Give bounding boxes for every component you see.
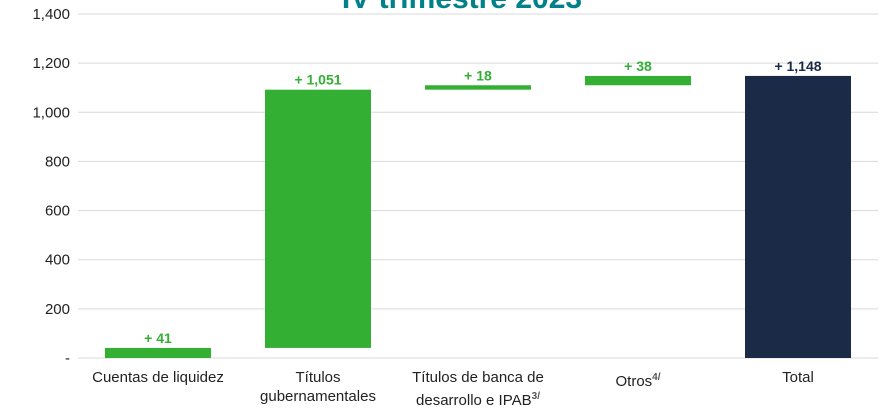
data-label: + 18 — [464, 67, 492, 83]
y-tick-label: - — [65, 350, 70, 367]
data-label: + 38 — [624, 58, 652, 74]
chart-title: IV trimestre 2023 — [342, 0, 582, 15]
bar — [425, 85, 531, 90]
category: Total — [782, 369, 814, 386]
y-tick-label: 600 — [45, 203, 70, 220]
y-tick-label: 1,400 — [32, 6, 70, 23]
footnote: 3/ — [531, 391, 540, 402]
x-tick-label: Total — [719, 368, 877, 387]
x-tick-label: Títulos gubernamentales — [239, 368, 397, 406]
y-tick-label: 1,200 — [32, 55, 70, 72]
y-tick-label: 800 — [45, 153, 70, 170]
bar — [105, 347, 211, 358]
bar — [585, 75, 691, 86]
y-tick-label: 200 — [45, 301, 70, 318]
category: Cuentas de liquidez — [92, 369, 224, 386]
data-label: + 41 — [144, 330, 172, 346]
y-tick-label: 400 — [45, 252, 70, 269]
category: Otros — [615, 373, 653, 390]
category: Títulos de banca de desarrollo e IPAB — [412, 369, 544, 409]
x-tick-label: Cuentas de liquidez — [79, 368, 237, 387]
data-label: + 1,051 — [294, 72, 341, 88]
data-label: + 1,148 — [774, 58, 821, 74]
footnote: 4/ — [652, 372, 661, 383]
y-tick-label: 1,000 — [32, 104, 70, 121]
bar — [745, 75, 851, 359]
x-tick-label: Títulos de banca de desarrollo e IPAB3/ — [399, 368, 557, 410]
bar — [265, 89, 371, 348]
x-tick-label: Otros4/ — [559, 368, 717, 391]
category: Títulos gubernamentales — [260, 369, 376, 405]
